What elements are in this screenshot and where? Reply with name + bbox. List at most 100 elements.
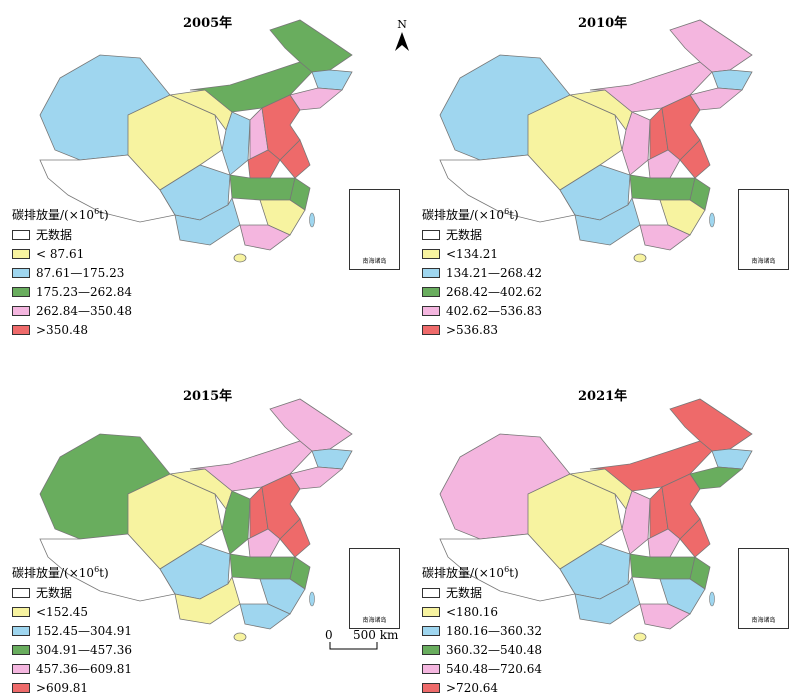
legend-label: >720.64	[446, 680, 499, 695]
swatch-class1	[422, 248, 440, 259]
legend-item: 180.16—360.32	[422, 621, 542, 640]
legend-item: 304.91—457.36	[12, 640, 132, 659]
legend-item: 175.23—262.84	[12, 282, 132, 301]
swatch-class3	[422, 286, 440, 297]
legend-title-suffix: t)	[99, 566, 109, 580]
legend-label: >609.81	[36, 680, 89, 695]
legend-item: <180.16	[422, 602, 542, 621]
south-china-sea-inset: 南海诸岛	[349, 189, 400, 270]
north-arrow: N	[392, 18, 412, 56]
scale-zero-label: 0	[325, 628, 333, 642]
south-china-sea-inset: 南海诸岛	[349, 548, 400, 629]
legend-label: <180.16	[446, 604, 499, 619]
map-title: 2021年	[578, 389, 628, 404]
legend-item-no-data: 无数据	[12, 583, 132, 602]
china-map-2021	[439, 398, 753, 642]
legend-label: 262.84—350.48	[36, 303, 132, 318]
legend-label: 87.61—175.23	[36, 265, 125, 280]
legend-item: 457.36—609.81	[12, 659, 132, 678]
legend-item-no-data: 无数据	[12, 225, 132, 244]
legend-label: 无数据	[36, 586, 73, 600]
legend-item: >350.48	[12, 320, 132, 339]
swatch-class5	[422, 682, 440, 693]
china-map-2010	[439, 19, 753, 263]
legend-item: 152.45—304.91	[12, 621, 132, 640]
swatch-class1	[422, 606, 440, 617]
legend-label: 无数据	[446, 228, 483, 242]
legend-label: 457.36—609.81	[36, 661, 132, 676]
legend-label: 134.21—268.42	[446, 265, 542, 280]
legend-item: 87.61—175.23	[12, 263, 132, 282]
legend-label: 268.42—402.62	[446, 284, 542, 299]
swatch-class2	[12, 625, 30, 636]
swatch-class5	[12, 324, 30, 335]
china-map-2005	[39, 19, 353, 263]
legend-item: 134.21—268.42	[422, 263, 542, 282]
legend-item: 268.42—402.62	[422, 282, 542, 301]
legend-label: 540.48—720.64	[446, 661, 542, 676]
legend-title: 碳排放量/(×106t)	[422, 564, 542, 581]
scale-distance-label: 500 km	[353, 628, 399, 642]
map-panel-2005: 2005年	[0, 0, 400, 348]
swatch-class1	[12, 248, 30, 259]
legend-label: >350.48	[36, 322, 89, 337]
legend-label: 175.23—262.84	[36, 284, 132, 299]
legend-title-exp: 6	[94, 207, 100, 216]
legend-item: < 87.61	[12, 244, 132, 263]
map-title: 2015年	[183, 389, 233, 404]
inset-label: 南海诸岛	[362, 258, 387, 265]
legend-item-no-data: 无数据	[422, 583, 542, 602]
swatch-no-data	[12, 229, 30, 240]
legend-title-suffix: t)	[509, 566, 519, 580]
legend-label: 402.62—536.83	[446, 303, 542, 318]
legend-label: 360.32—540.48	[446, 642, 542, 657]
legend-item: <152.45	[12, 602, 132, 621]
legend-item-no-data: 无数据	[422, 225, 542, 244]
legend-item: 402.62—536.83	[422, 301, 542, 320]
legend-label: < 87.61	[36, 246, 85, 261]
inset-label: 南海诸岛	[751, 617, 776, 624]
legend: 碳排放量/(×106t) 无数据 <152.45 152.45—304.91 3…	[12, 564, 132, 697]
swatch-class4	[422, 305, 440, 316]
swatch-class3	[12, 286, 30, 297]
north-arrow-icon	[395, 32, 409, 51]
legend-label: <152.45	[36, 604, 89, 619]
swatch-class1	[12, 606, 30, 617]
legend-item: >536.83	[422, 320, 542, 339]
swatch-class2	[422, 625, 440, 636]
legend-title-suffix: t)	[99, 208, 109, 222]
legend-item: <134.21	[422, 244, 542, 263]
swatch-class3	[12, 644, 30, 655]
legend-title: 碳排放量/(×106t)	[12, 206, 132, 223]
swatch-class5	[12, 682, 30, 693]
legend-title-suffix: t)	[509, 208, 519, 222]
inset-label: 南海诸岛	[751, 258, 776, 265]
map-panel-2010: 2010年 南海诸岛 碳排放量/(×106t) 无数据 <134.21 134.…	[400, 0, 800, 348]
legend-label: 152.45—304.91	[36, 623, 132, 638]
south-china-sea-inset: 南海诸岛	[738, 548, 789, 629]
map-title: 2005年	[183, 16, 233, 31]
legend-item: 262.84—350.48	[12, 301, 132, 320]
legend-item: 540.48—720.64	[422, 659, 542, 678]
south-china-sea-inset: 南海诸岛	[738, 189, 789, 270]
legend-label: 304.91—457.36	[36, 642, 132, 657]
legend-title: 碳排放量/(×106t)	[422, 206, 542, 223]
legend-item: 360.32—540.48	[422, 640, 542, 659]
legend-title-prefix: 碳排放量/(×10	[422, 208, 505, 222]
legend-title-exp: 6	[504, 207, 510, 216]
inset-label: 南海诸岛	[362, 617, 387, 624]
swatch-class3	[422, 644, 440, 655]
swatch-class5	[422, 324, 440, 335]
swatch-class4	[422, 663, 440, 674]
legend-title: 碳排放量/(×106t)	[12, 564, 132, 581]
legend-label: 无数据	[36, 228, 73, 242]
swatch-class4	[12, 305, 30, 316]
swatch-no-data	[422, 229, 440, 240]
legend-title-prefix: 碳排放量/(×10	[422, 566, 505, 580]
legend: 碳排放量/(×106t) 无数据 < 87.61 87.61—175.23 17…	[12, 206, 132, 339]
map-panel-2015: 2015年 南海诸岛 碳排放量/(×106t) 无数据 <152.45 152.…	[0, 349, 400, 697]
north-label: N	[397, 18, 407, 31]
legend-item: >609.81	[12, 678, 132, 697]
legend-title-prefix: 碳排放量/(×10	[12, 208, 95, 222]
legend-label: >536.83	[446, 322, 499, 337]
